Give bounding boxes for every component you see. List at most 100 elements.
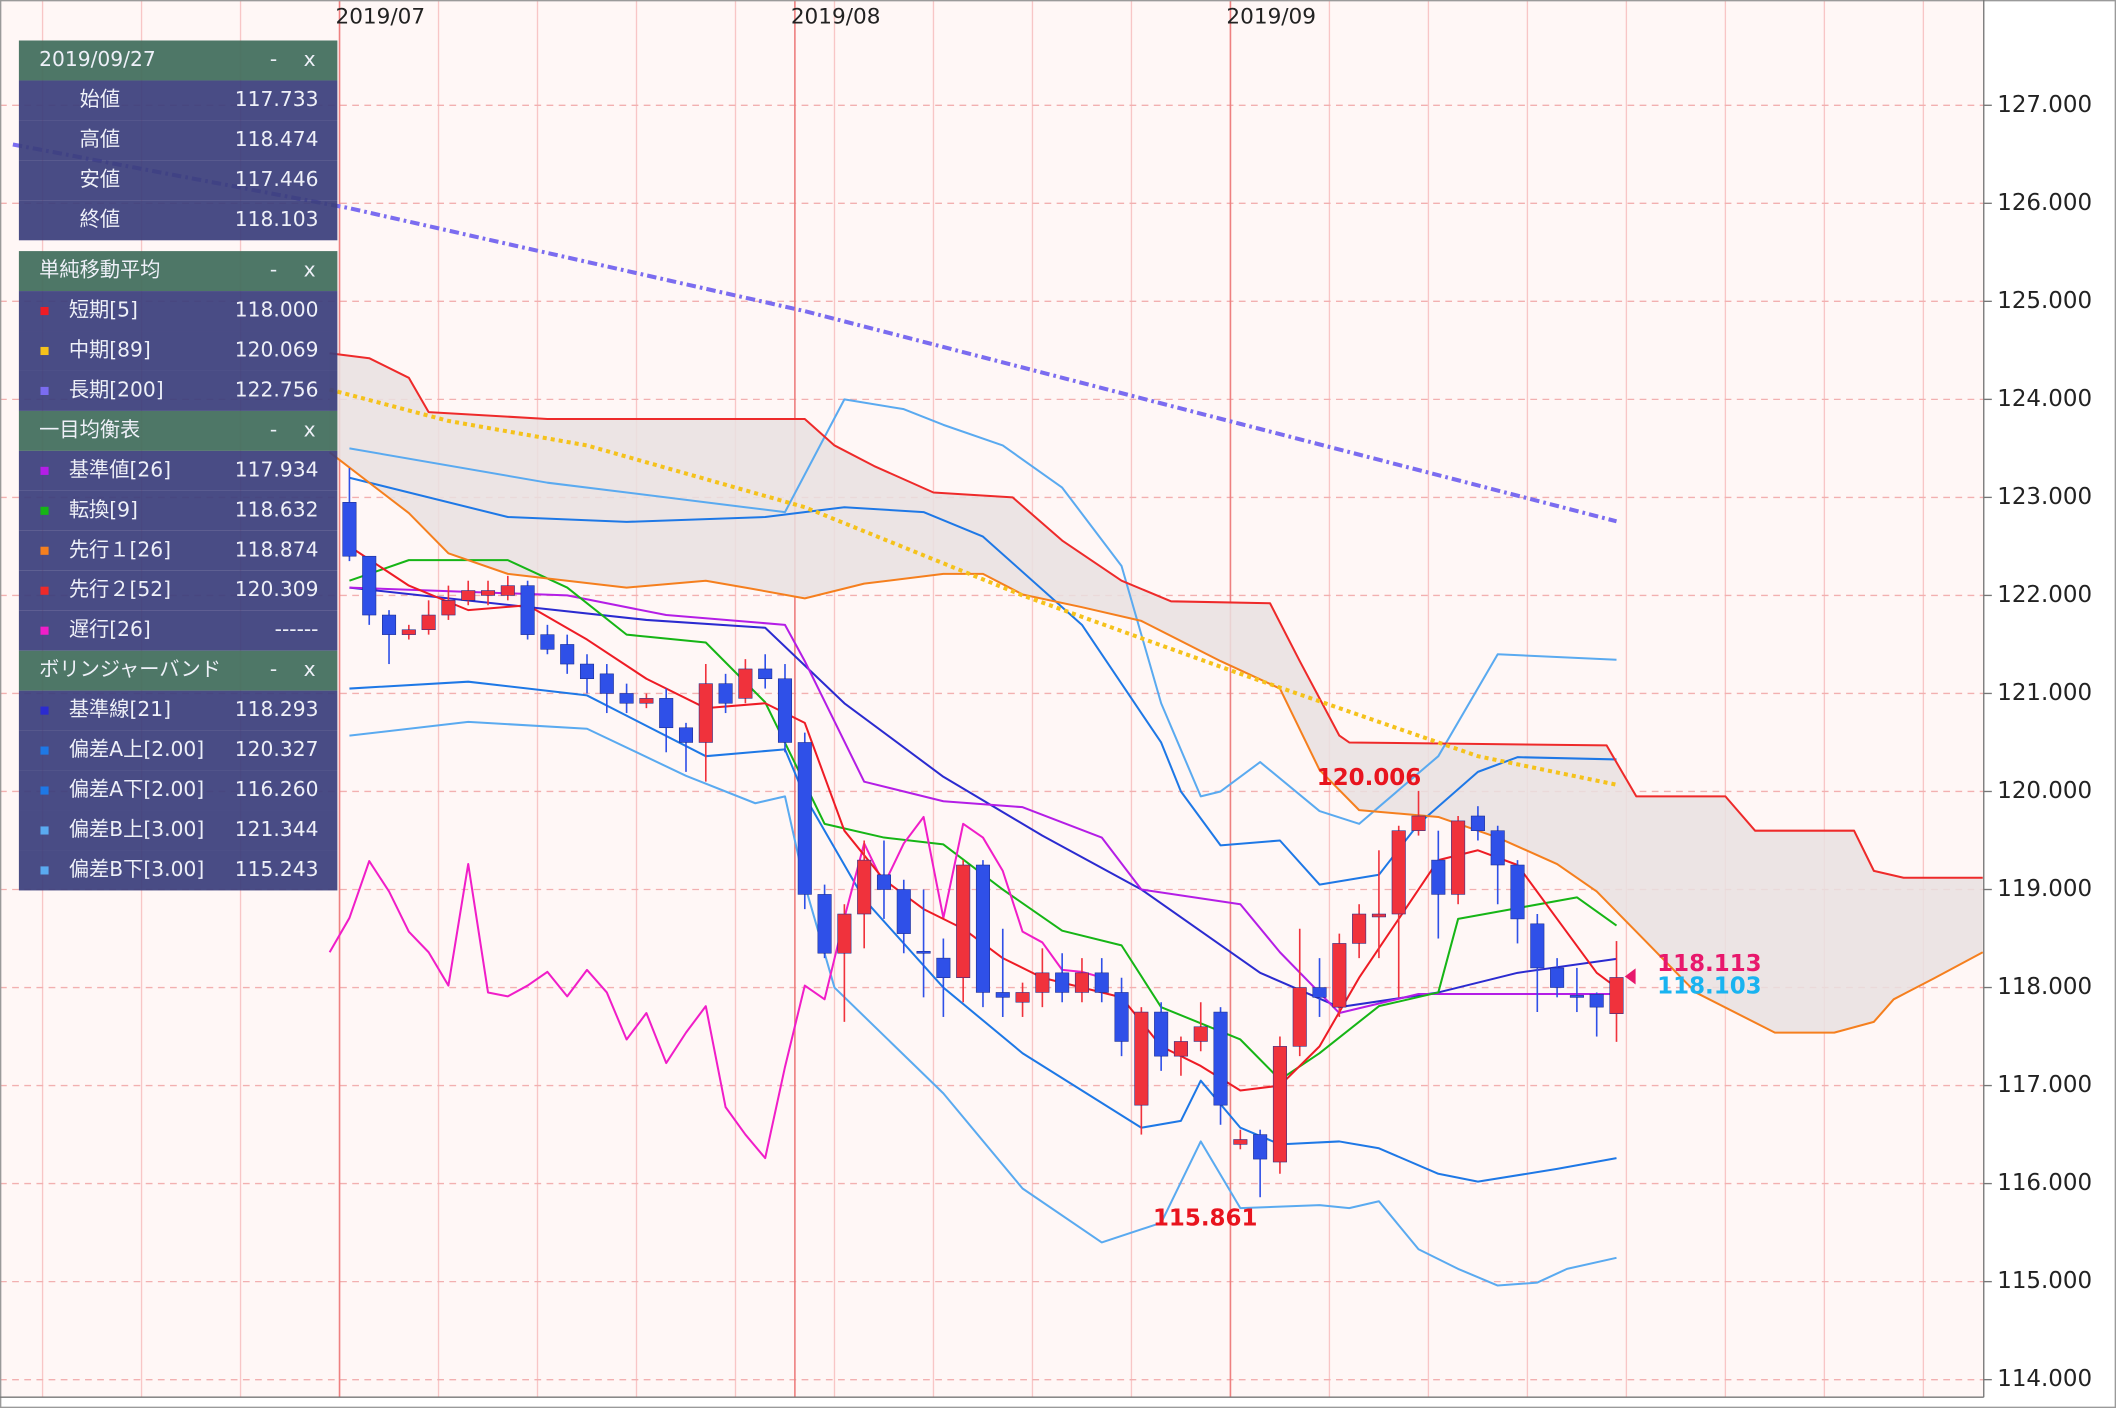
- minimize-button[interactable]: -: [270, 47, 277, 71]
- candle-body: [698, 683, 713, 743]
- candle-body: [1213, 1011, 1228, 1106]
- close-button[interactable]: x: [304, 657, 316, 681]
- panel-header: [18, 410, 338, 451]
- candle-body: [1272, 1046, 1287, 1163]
- candle-body: [1015, 992, 1030, 1003]
- panel-header: [18, 650, 338, 691]
- legend-value: 120.327: [235, 737, 319, 761]
- minimize-button[interactable]: -: [270, 657, 277, 681]
- legend-value: 115.243: [235, 857, 319, 881]
- candle-body: [1094, 972, 1109, 993]
- legend-swatch: [40, 826, 49, 835]
- candle-body: [1193, 1026, 1208, 1042]
- candle-body: [1233, 1139, 1248, 1145]
- panel-row: [18, 690, 338, 731]
- legend-label: 長期[200]: [69, 377, 164, 401]
- y-tick-label: 125.000: [1997, 288, 2092, 314]
- close-button[interactable]: x: [304, 258, 316, 282]
- indicator-line: [329, 352, 1983, 879]
- legend-swatch: [40, 866, 49, 875]
- close-button[interactable]: x: [304, 417, 316, 441]
- y-tick-label: 117.000: [1997, 1072, 2092, 1098]
- legend-swatch: [40, 746, 49, 755]
- minimize-button[interactable]: -: [270, 417, 277, 441]
- legend-label: 偏差B上[3.00]: [69, 817, 204, 841]
- candle-body: [1173, 1041, 1188, 1057]
- legend-swatch: [40, 466, 49, 475]
- legend-value: 118.293: [235, 697, 319, 721]
- y-tick-label: 127.000: [1997, 92, 2092, 118]
- candle-body: [837, 913, 852, 954]
- legend-label: 基準線[21]: [69, 697, 171, 721]
- candle-body: [896, 889, 911, 934]
- legend-swatch: [40, 786, 49, 795]
- candle-body: [659, 698, 674, 729]
- candle-body: [579, 663, 595, 680]
- candle-body: [1292, 987, 1307, 1047]
- y-tick-label: 120.000: [1997, 778, 2092, 804]
- legend-value: 120.309: [235, 577, 319, 601]
- panel-row: [18, 610, 338, 651]
- legend-swatch: [40, 706, 49, 715]
- legend-value: 121.344: [235, 817, 319, 841]
- candle-body: [1550, 967, 1565, 988]
- candle-body: [718, 683, 733, 704]
- ohlc-label: 安値: [80, 167, 120, 191]
- y-tick-label: 116.000: [1997, 1170, 2092, 1196]
- candle-body: [639, 698, 654, 704]
- candle-body: [382, 614, 397, 635]
- y-tick-label: 126.000: [1997, 190, 2092, 216]
- legend-label: 偏差A下[2.00]: [69, 777, 204, 801]
- candle-body: [1074, 972, 1089, 993]
- candle-body: [560, 644, 575, 665]
- candle-body: [481, 590, 496, 596]
- panel-row: [18, 200, 338, 241]
- ohlc-label: 高値: [80, 127, 120, 151]
- x-tick-label: 2019/07: [335, 5, 425, 30]
- minimize-button[interactable]: -: [270, 258, 277, 282]
- panel-title: 単純移動平均: [39, 258, 160, 282]
- legend-swatch: [40, 546, 49, 555]
- candle-body: [936, 957, 951, 979]
- candle-body: [1154, 1011, 1169, 1057]
- candle-body: [995, 992, 1010, 998]
- legend-swatch: [40, 386, 49, 395]
- legend-value: 120.069: [235, 337, 319, 361]
- candle-body: [1589, 994, 1604, 1008]
- candle-body: [678, 727, 694, 743]
- indicator-line: [349, 680, 1617, 1183]
- panel-row: [18, 80, 338, 121]
- annotation: 115.861: [1153, 1205, 1257, 1231]
- panel-row: [18, 730, 338, 771]
- ohlc-label: 終値: [80, 207, 120, 231]
- panel-row: [18, 450, 338, 491]
- price-arrow: [1624, 968, 1636, 985]
- candle-body: [876, 874, 891, 890]
- panel-header: [18, 40, 338, 81]
- overlay: 114.000 115.000 116.000 117.000 118.000 119.0…: [335, 5, 2092, 1393]
- candle-body: [362, 555, 377, 616]
- candle-body: [956, 864, 971, 979]
- y-tick-label: 121.000: [1997, 680, 2092, 706]
- candle-body: [857, 859, 872, 915]
- y-tick-label: 119.000: [1997, 876, 2092, 902]
- candle-body: [1609, 977, 1624, 1014]
- close-button[interactable]: x: [304, 47, 316, 71]
- candle-body: [540, 634, 555, 650]
- candle-body: [1569, 995, 1584, 998]
- panel-row: [18, 530, 338, 571]
- legend-value: 118.874: [235, 537, 319, 561]
- indicator-line: [349, 398, 1617, 825]
- legend-label: 短期[5]: [69, 298, 138, 322]
- y-tick-label: 115.000: [1997, 1268, 2092, 1294]
- x-tick-label: 2019/08: [791, 5, 881, 30]
- y-tick-label: 114.000: [1997, 1366, 2092, 1392]
- indicator-line: [329, 451, 1984, 1034]
- legend-value: 116.260: [235, 777, 319, 801]
- panel-header: [18, 251, 338, 292]
- panel-row: [18, 810, 338, 851]
- legend-swatch: [40, 586, 49, 595]
- y-tick-label: 122.000: [1997, 582, 2092, 608]
- legend-label: 基準値[26]: [69, 457, 171, 481]
- panel-row: [18, 570, 338, 611]
